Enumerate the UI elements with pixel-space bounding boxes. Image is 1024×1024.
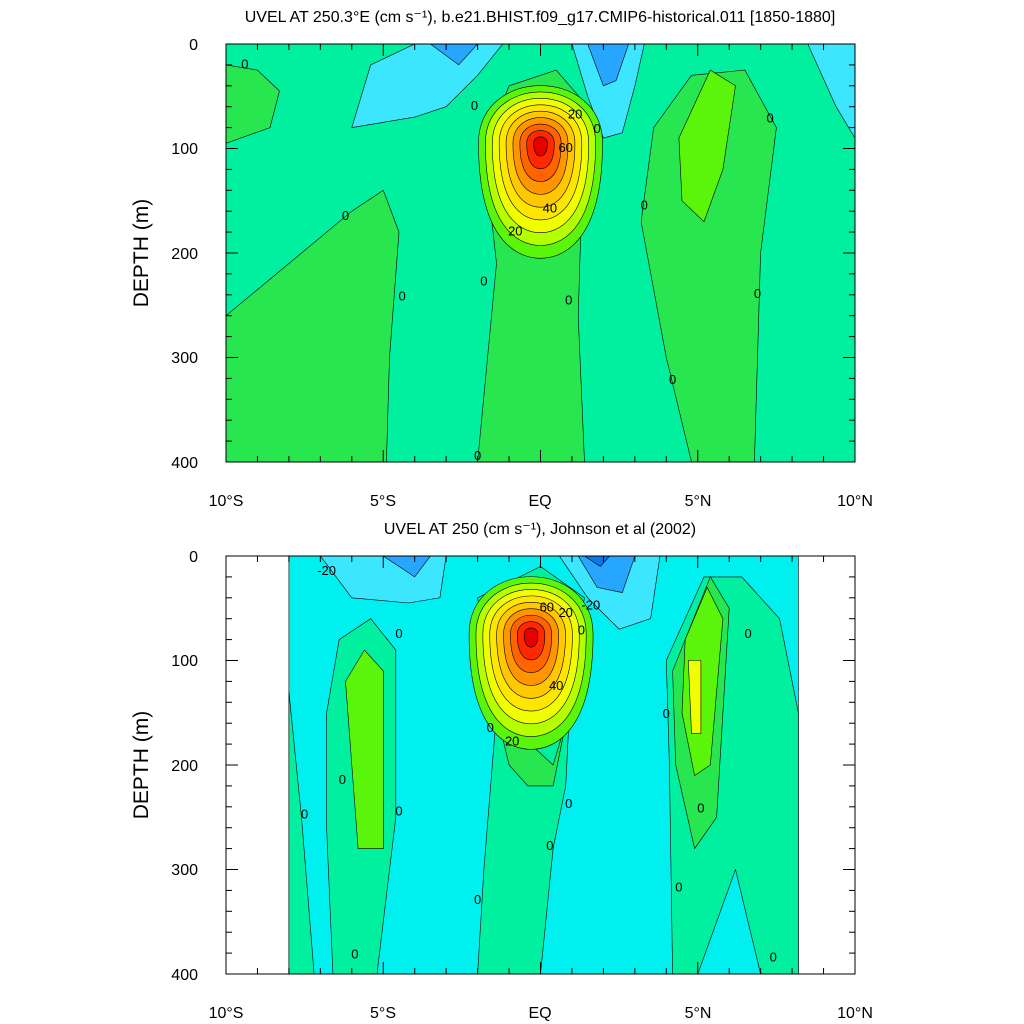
contour-label: -20 <box>581 598 600 613</box>
contour-band-neg10 <box>351 44 504 128</box>
contour-band-20 <box>345 649 384 849</box>
contour-label: 0 <box>641 197 648 212</box>
panel-title: UVEL AT 250 (cm s⁻¹), Johnson et al (200… <box>384 521 696 538</box>
y-tick-label: 300 <box>171 862 198 879</box>
contour-band-0 <box>288 691 315 974</box>
y-axis-title: DEPTH (m) <box>130 199 153 308</box>
x-tick-label: EQ <box>528 493 551 510</box>
contour-band-neg20 <box>429 44 479 66</box>
y-tick-label: 100 <box>171 141 198 158</box>
x-tick-label: 5°S <box>370 493 396 510</box>
panel-observation: UVEL AT 250 (cm s⁻¹), Johnson et al (200… <box>130 521 873 1022</box>
y-tick-label: 400 <box>171 455 198 472</box>
contour-label: 0 <box>669 372 676 387</box>
y-axis-title: DEPTH (m) <box>130 711 153 820</box>
contour-label: 0 <box>398 288 405 303</box>
contour-band-neg10 <box>559 556 661 630</box>
y-tick-label: 200 <box>171 758 198 775</box>
contour-label: 0 <box>593 121 600 136</box>
y-tick-label: 100 <box>171 653 198 670</box>
panel-model: UVEL AT 250.3°E (cm s⁻¹), b.e21.BHIST.f0… <box>130 9 873 510</box>
x-tick-label: 10°S <box>209 1005 244 1022</box>
y-tick-label: 0 <box>189 549 198 566</box>
contour-label: 0 <box>770 950 777 965</box>
contour-label: 0 <box>766 111 773 126</box>
contour-band-neg20 <box>382 556 431 578</box>
contour-label: 0 <box>339 772 346 787</box>
x-tick-label: 10°S <box>209 493 244 510</box>
contour-band-neg20 <box>587 44 629 87</box>
contour-band-neg20 <box>577 556 636 593</box>
contour-field: 0 0 20 0 60 0 40 20 0 0 0 0 0 0 0 0 <box>226 44 855 463</box>
y-tick-label: 200 <box>171 246 198 263</box>
contour-field: -20 60 20 -20 0 0 0 40 0 0 20 0 0 0 0 0 0 0 0 0 0 <box>288 556 799 974</box>
x-tick-label: 10°N <box>837 493 873 510</box>
contour-label: 0 <box>342 208 349 223</box>
contour-label: 0 <box>474 448 481 463</box>
contour-label: 0 <box>241 56 248 71</box>
x-tick-label: 5°N <box>685 493 712 510</box>
contour-band-10 <box>226 189 400 462</box>
contour-band-20 <box>678 69 736 223</box>
x-tick-label: 5°N <box>685 1005 712 1022</box>
contour-label: 0 <box>487 720 494 735</box>
contour-label: -20 <box>317 563 336 578</box>
contour-label: 0 <box>301 807 308 822</box>
contour-band-neg10 <box>571 44 645 139</box>
x-tick-label: 5°S <box>370 1005 396 1022</box>
contour-label: 0 <box>471 98 478 113</box>
contour-label: 0 <box>697 800 704 815</box>
contour-label: 0 <box>578 623 585 638</box>
contour-label: 0 <box>663 706 670 721</box>
contour-label: 40 <box>549 678 563 693</box>
contour-label: 0 <box>480 274 487 289</box>
contour-label: 20 <box>505 733 519 748</box>
contour-label: 0 <box>565 796 572 811</box>
x-tick-label: 10°N <box>837 1005 873 1022</box>
axis-ticks <box>225 43 856 463</box>
axis-ticks <box>225 555 856 975</box>
contour-label: 20 <box>568 107 582 122</box>
contour-label: 40 <box>543 201 557 216</box>
contour-band-core <box>533 136 548 157</box>
contour-label: 0 <box>474 892 481 907</box>
contour-label: 0 <box>395 626 402 641</box>
contour-band-neg10 <box>807 44 855 139</box>
contour-label: 60 <box>540 600 554 615</box>
contour-label: 0 <box>395 803 402 818</box>
contour-label: 0 <box>675 880 682 895</box>
y-tick-label: 400 <box>171 967 198 984</box>
y-tick-label: 300 <box>171 350 198 367</box>
contour-band-10 <box>226 64 280 144</box>
contour-band-10 <box>640 69 777 462</box>
contour-label: 20 <box>508 224 522 239</box>
x-tick-label: EQ <box>528 1005 551 1022</box>
y-tick-label: 0 <box>189 37 198 54</box>
contour-label: 0 <box>744 626 751 641</box>
contour-band-40 <box>687 660 702 734</box>
panel-title: UVEL AT 250.3°E (cm s⁻¹), b.e21.BHIST.f0… <box>245 9 836 26</box>
contour-band-core <box>523 627 539 648</box>
contour-label: 0 <box>351 947 358 962</box>
contour-label: 0 <box>754 286 761 301</box>
contour-label: 0 <box>546 838 553 853</box>
contour-label: 20 <box>558 605 572 620</box>
contour-label: 60 <box>558 140 572 155</box>
contour-label: 0 <box>565 293 572 308</box>
